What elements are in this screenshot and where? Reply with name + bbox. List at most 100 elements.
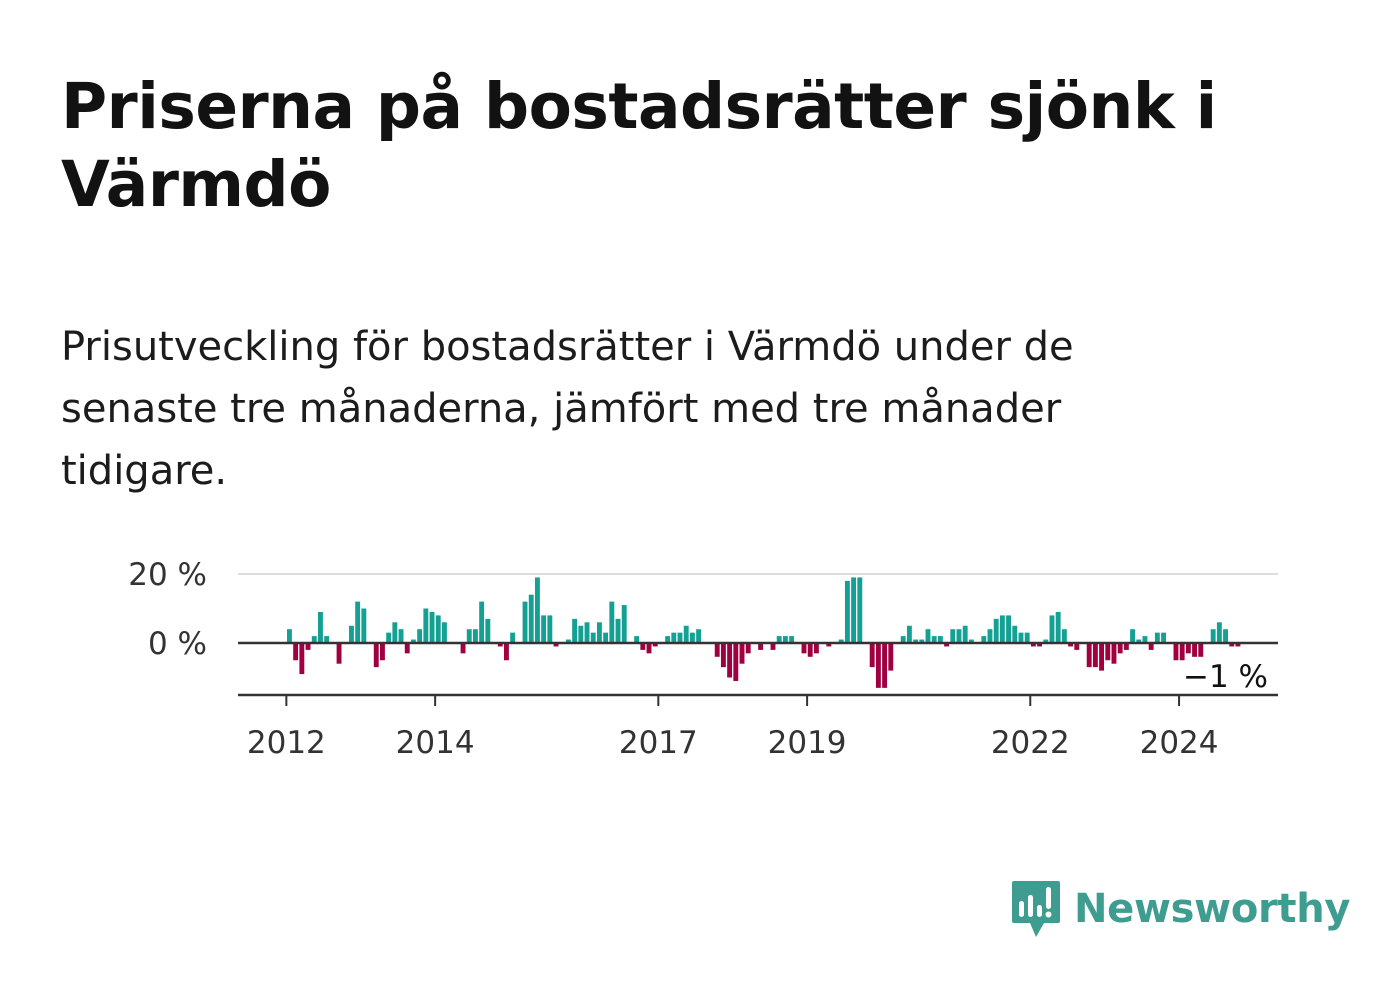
bar: [727, 643, 733, 678]
bar: [1235, 643, 1241, 647]
bar: [603, 632, 609, 643]
bar: [634, 636, 640, 643]
brand-name: Newsworthy: [1074, 886, 1351, 932]
bar: [677, 632, 683, 643]
bar: [1099, 643, 1105, 671]
bar: [441, 622, 447, 643]
bar: [1161, 632, 1167, 643]
bar: [789, 636, 795, 643]
bar: [379, 643, 385, 661]
bar: [1037, 643, 1043, 647]
bar: [770, 643, 776, 650]
bar: [913, 639, 919, 643]
bar: [999, 615, 1005, 643]
bar: [572, 618, 578, 643]
bar: [1018, 632, 1024, 643]
bar: [361, 608, 367, 643]
bar: [683, 625, 689, 643]
bar: [1024, 632, 1030, 643]
bar: [1111, 643, 1117, 664]
bar: [851, 577, 857, 643]
bar: [609, 601, 615, 643]
bar: [1030, 643, 1036, 647]
bar: [906, 625, 912, 643]
bar: [720, 643, 726, 668]
bar: [553, 643, 559, 647]
bar: [900, 636, 906, 643]
bar: [739, 643, 745, 664]
bar: [472, 629, 478, 643]
bar: [1061, 629, 1067, 643]
bar: [931, 636, 937, 643]
bar: [423, 608, 429, 643]
bar: [410, 639, 416, 643]
bar: [373, 643, 379, 668]
price-change-bar-chart: 20 % 0 % 2012 2014 2017 2019 2022 2024 −1 %: [128, 557, 1278, 761]
bar: [1123, 643, 1129, 650]
bar: [1179, 643, 1185, 661]
bar: [1216, 622, 1222, 643]
x-tick-label: 2014: [396, 725, 475, 761]
x-tick-label: 2019: [768, 725, 847, 761]
bar: [987, 629, 993, 643]
bar: [1198, 643, 1204, 657]
bar: [1086, 643, 1092, 668]
bar: [993, 618, 999, 643]
bar: [1043, 639, 1049, 643]
bar: [1142, 636, 1148, 643]
bar: [838, 639, 844, 643]
bar: [646, 643, 652, 654]
bar: [497, 643, 503, 647]
bar: [1049, 615, 1055, 643]
bar: [318, 611, 323, 643]
x-tick-label: 2024: [1140, 725, 1219, 761]
bar: [460, 643, 466, 654]
newsworthy-logo: Newsworthy: [1010, 878, 1351, 940]
bar: [336, 643, 342, 664]
bar: [1136, 639, 1142, 643]
bar: [417, 629, 423, 643]
bar: [510, 632, 516, 643]
bar: [1130, 629, 1136, 643]
bar: [1074, 643, 1080, 650]
y-tick-label: 0 %: [148, 626, 207, 662]
bar: [392, 622, 398, 643]
bar: [615, 618, 621, 643]
bar: [1229, 643, 1235, 647]
bar: [950, 629, 956, 643]
bar: [349, 625, 354, 643]
bar: [1154, 632, 1160, 643]
bar: [1223, 629, 1228, 643]
x-tick-label: 2012: [247, 725, 326, 761]
bar: [528, 594, 534, 643]
bar: [503, 643, 509, 661]
bar: [801, 643, 807, 654]
bar: [621, 605, 627, 643]
bar: [293, 643, 299, 661]
bar: [689, 632, 695, 643]
bar: [869, 643, 875, 668]
bar: [857, 577, 863, 643]
bar: [305, 643, 311, 650]
bar: [590, 632, 596, 643]
bar: [962, 625, 968, 643]
bar: [578, 625, 584, 643]
bar: [311, 636, 317, 643]
bar: [596, 622, 602, 643]
bar: [1068, 643, 1074, 647]
bar: [522, 601, 528, 643]
bar: [485, 618, 491, 643]
bar: [665, 636, 671, 643]
x-tick-label: 2017: [619, 725, 698, 761]
bar: [1192, 643, 1198, 657]
bar: [937, 636, 943, 643]
bar: [299, 643, 305, 675]
bar: [807, 643, 813, 657]
bar: [640, 643, 646, 650]
bar: [813, 643, 819, 654]
bar: [1117, 643, 1123, 654]
bar: [1210, 629, 1216, 643]
bar: [652, 643, 658, 647]
bar: [1055, 611, 1061, 643]
bar: [944, 643, 950, 647]
